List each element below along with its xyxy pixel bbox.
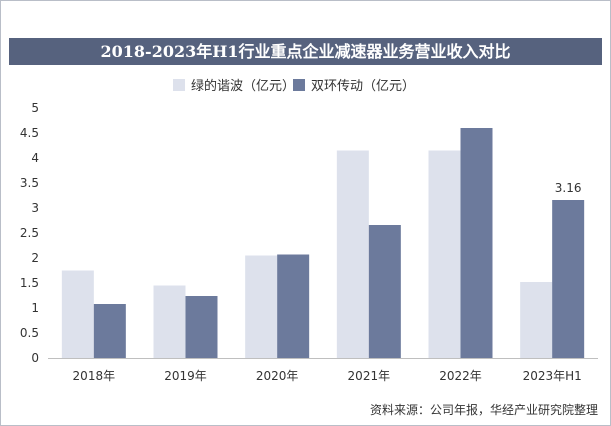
y-tick-label: 5: [31, 101, 39, 115]
y-tick-label: 1: [31, 301, 39, 315]
y-tick-label: 0.5: [20, 326, 39, 340]
legend-swatch-0: [173, 79, 185, 91]
y-tick-label: 4.5: [20, 126, 39, 140]
x-tick-label: 2018年: [73, 369, 116, 383]
bar-series0-2: [245, 255, 278, 358]
x-tick-label: 2022年: [439, 369, 482, 383]
x-tick-label: 2020年: [256, 369, 299, 383]
legend-label-0: 绿的谐波（亿元）: [191, 78, 295, 94]
y-tick-label: 3.5: [20, 176, 39, 190]
bar-series1-1: [185, 296, 218, 358]
y-tick-label: 2.5: [20, 226, 39, 240]
y-tick-label: 0: [31, 351, 39, 365]
bar-series1-0: [93, 304, 126, 358]
x-tick-label: 2021年: [348, 369, 391, 383]
bar-series0-3: [336, 150, 369, 358]
y-tick-label: 4: [31, 151, 39, 165]
legend-label-1: 双环传动（亿元）: [311, 79, 415, 94]
y-tick-label: 2: [31, 251, 39, 265]
bar-series0-5: [520, 282, 553, 358]
bar-series1-4: [460, 128, 493, 358]
bar-series0-4: [428, 150, 461, 358]
y-tick-label: 1.5: [20, 276, 39, 290]
bar-series1-3: [368, 225, 401, 358]
bar-series0-1: [153, 285, 186, 358]
x-tick-label: 2019年: [164, 369, 207, 383]
bar-series1-5: [552, 200, 585, 358]
chart-title: 2018-2023年H1行业重点企业减速器业务营业收入对比: [9, 38, 602, 65]
bar-series0-0: [61, 270, 94, 358]
legend-swatch-1: [293, 79, 305, 91]
x-tick-label: 2023年H1: [523, 369, 582, 383]
data-label: 3.16: [555, 181, 582, 195]
y-tick-label: 3: [31, 201, 39, 215]
source-note: 资料来源：公司年报，华经产业研究院整理: [369, 403, 598, 417]
bar-series1-2: [277, 254, 310, 358]
